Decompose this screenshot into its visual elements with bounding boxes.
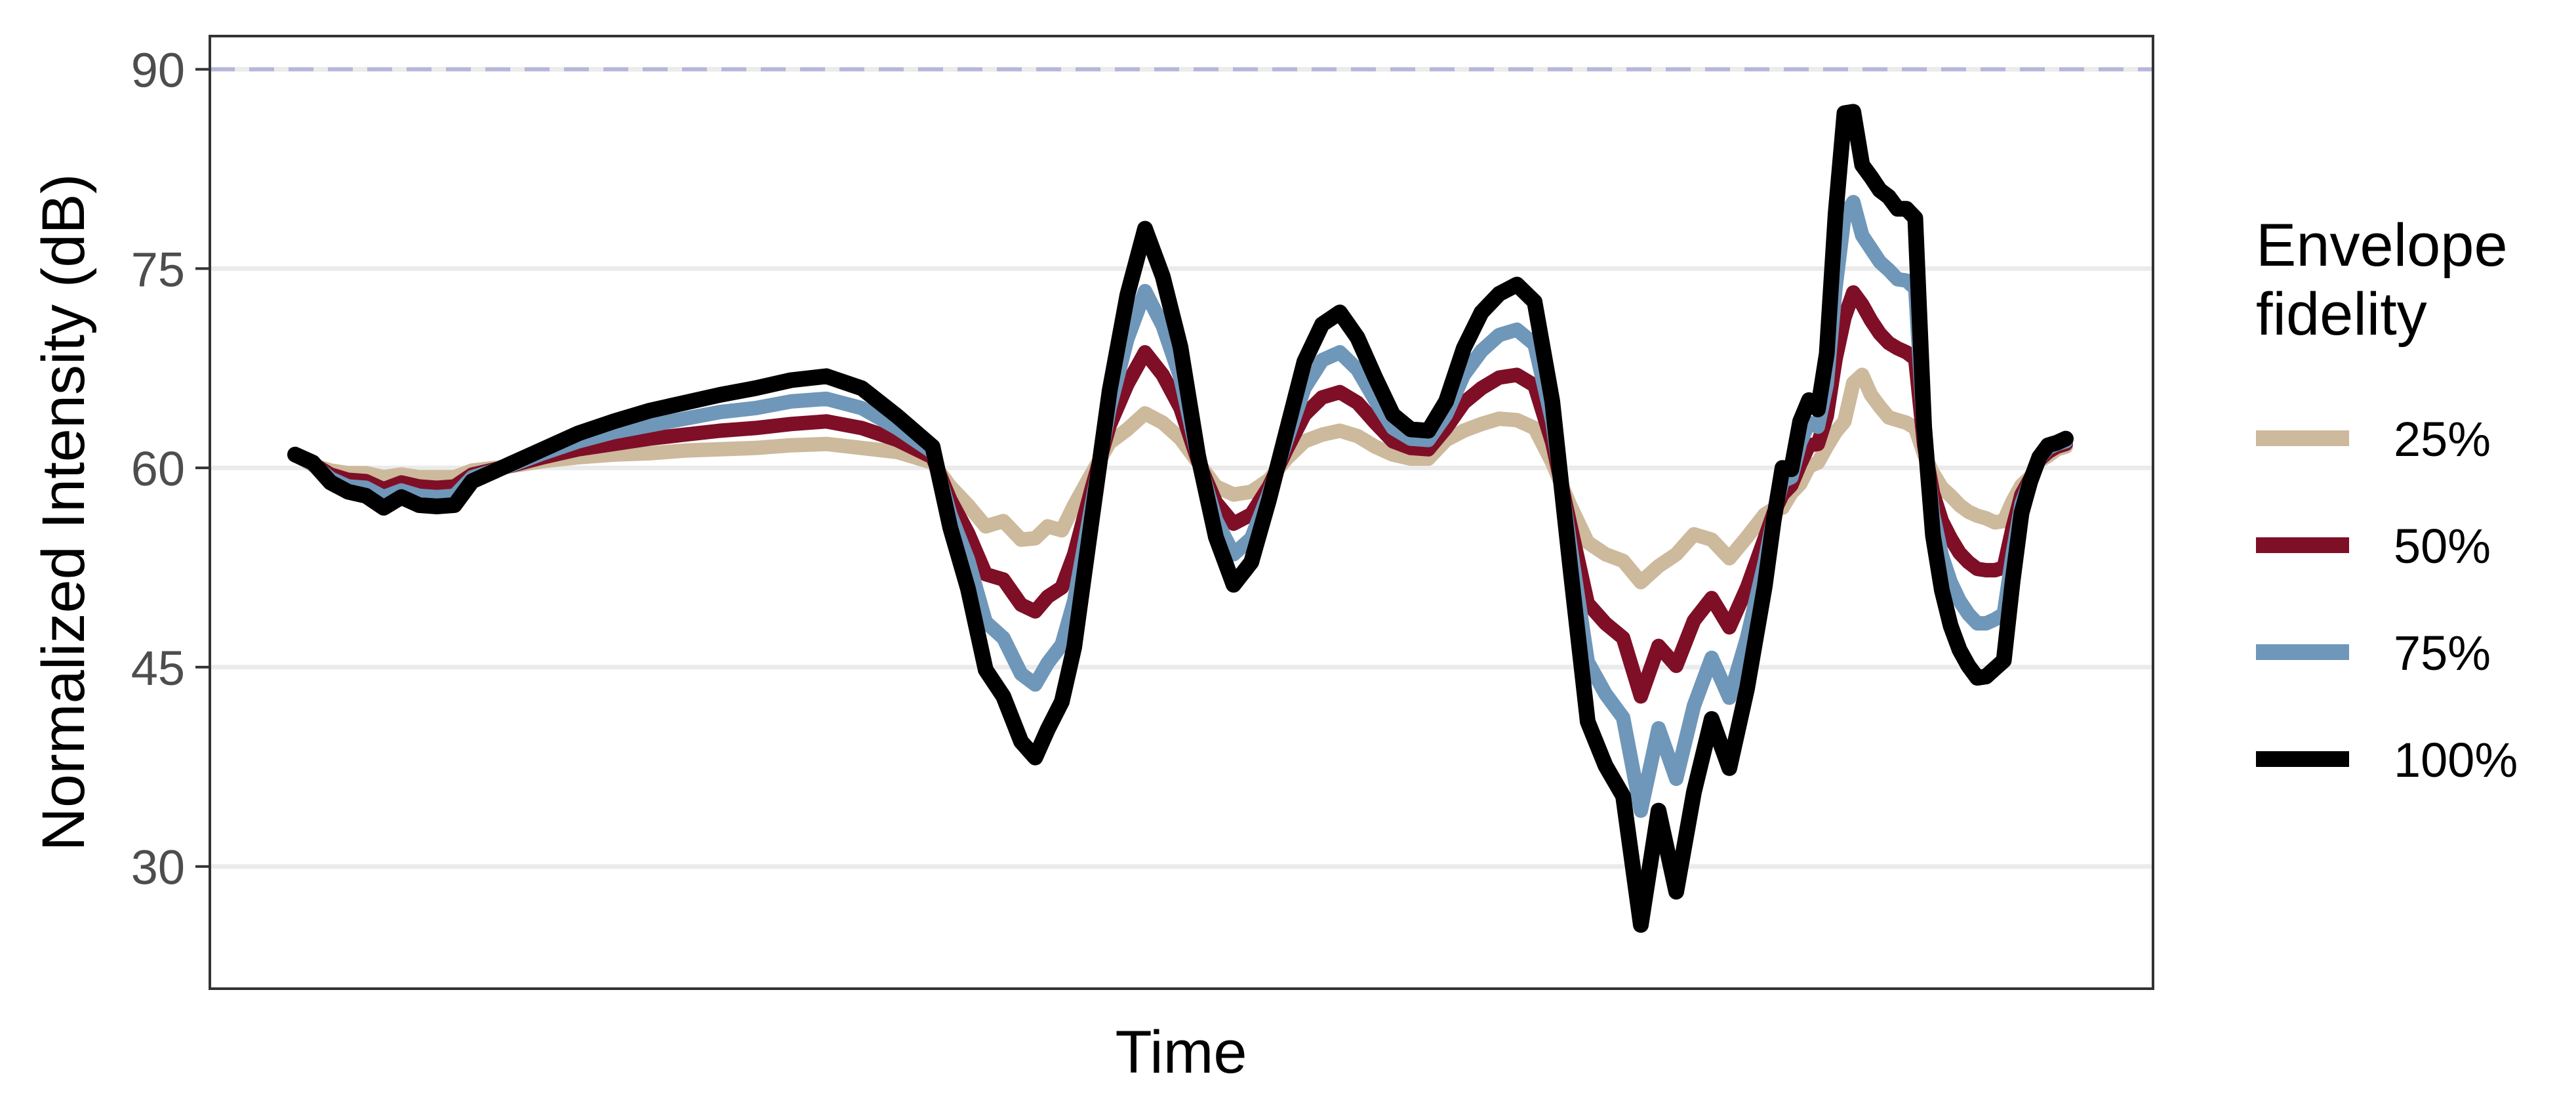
y-tick-label: 90: [131, 43, 185, 98]
legend-title-line-1: Envelope: [2256, 212, 2508, 279]
legend-label: 25%: [2394, 412, 2491, 466]
series-layer: [287, 104, 2074, 933]
y-tick-label: 60: [131, 442, 185, 496]
x-axis-label: Time: [1115, 1019, 1247, 1086]
plot-panel-border: [209, 35, 2154, 990]
y-axis-label: Normalized Intensity (dB): [30, 174, 97, 852]
legend: Envelope fidelity 25% 50% 75% 100%: [2256, 212, 2518, 787]
legend-label: 50%: [2394, 519, 2491, 573]
y-axis-ticks: 30 45 60 75 90: [131, 43, 210, 895]
legend-title-line-2: fidelity: [2256, 281, 2427, 348]
legend-items: 25% 50% 75% 100%: [2256, 412, 2518, 787]
y-tick-label: 45: [131, 641, 185, 695]
y-tick-label: 30: [131, 840, 185, 895]
legend-label: 75%: [2394, 626, 2491, 680]
series-line-100%: [287, 104, 2074, 933]
legend-label: 100%: [2394, 733, 2518, 787]
y-tick-label: 75: [131, 242, 185, 297]
plot-panel-background: [210, 36, 2153, 989]
